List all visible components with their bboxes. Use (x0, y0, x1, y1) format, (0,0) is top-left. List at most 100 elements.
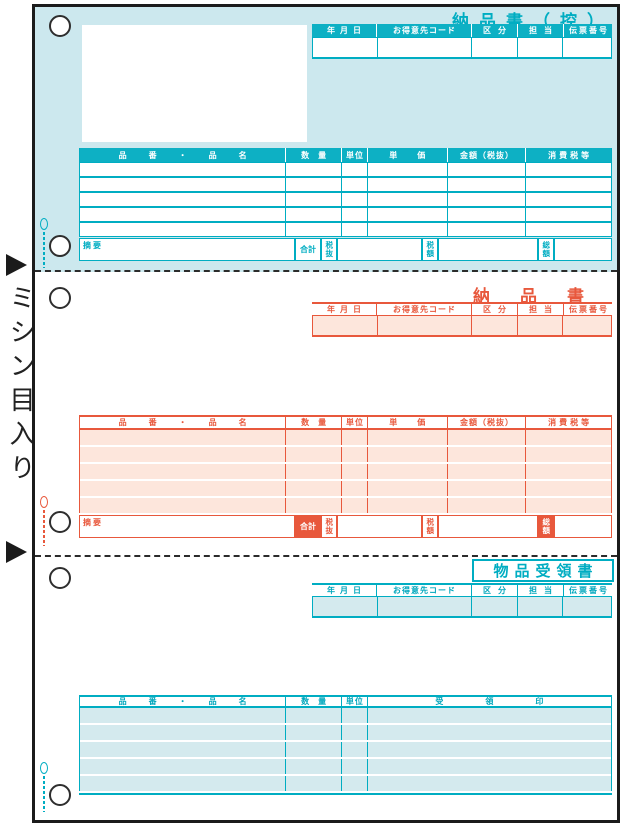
info-input-cell (517, 316, 564, 335)
item-row (80, 776, 611, 791)
table-bottom-rule (79, 793, 612, 795)
receipt-stamp-cell (368, 725, 611, 740)
item-cell (286, 481, 343, 496)
item-header-cell: 品番・品名 (80, 417, 287, 428)
info-input-cell (563, 316, 611, 335)
totals-row: 摘要 合計 税抜 税額 総額 (79, 238, 612, 261)
info-header-cell: お得意先コード (377, 304, 472, 315)
item-row (79, 177, 612, 192)
receipt-stamp-cell (368, 708, 611, 723)
item-cell (286, 447, 343, 462)
item-cell (526, 498, 611, 513)
punch-hole (49, 567, 71, 589)
tax-excluded-label: 税抜 (321, 238, 337, 261)
form-sheet: 納品書（控） 年月日 お得意先コード 区分 担当 伝票番号 (32, 4, 620, 823)
item-cell (368, 178, 448, 191)
item-table-header: 品番・品名 数量 単位 単価 金額（税抜） 消費税等 (79, 415, 612, 430)
tax-excluded-label: 税抜 (321, 515, 337, 538)
item-header-cell: 品番・品名 (80, 697, 287, 706)
info-header-cell: 区分 (472, 304, 518, 315)
item-row (80, 742, 611, 757)
item-cell (368, 223, 448, 236)
info-table: 年月日 お得意先コード 区分 担当 伝票番号 (312, 583, 612, 618)
item-cell (80, 208, 287, 221)
punch-hole (49, 15, 71, 37)
item-header-cell: 消費税等 (548, 418, 593, 427)
item-cell (80, 725, 287, 740)
receipt-stamp-cell (368, 759, 611, 774)
info-table: 年月日 お得意先コード 区分 担当 伝票番号 (312, 24, 612, 59)
item-cell (448, 193, 527, 206)
item-table: 品番・品名 数量 単位 受領印 (79, 695, 612, 795)
item-rows (79, 162, 612, 237)
info-table-row (312, 596, 612, 618)
grand-total-amount (554, 238, 612, 261)
info-input-cell (517, 38, 564, 57)
item-cell (342, 163, 368, 176)
item-cell (448, 464, 527, 479)
info-header-cell: 伝票番号 (569, 586, 609, 595)
item-table-header: 品番・品名 数量 単位 単価 金額（税抜） 消費税等 (79, 148, 612, 163)
item-cell (342, 742, 368, 757)
info-input-cell (377, 38, 472, 57)
item-header-cell: 数量 (286, 148, 343, 163)
item-cell (80, 742, 287, 757)
perforation-arrow-icon (6, 541, 27, 563)
remarks-label: 摘要 (83, 518, 103, 527)
hisago-brand-mark (39, 762, 49, 812)
hisago-brand-mark (39, 218, 49, 268)
item-cell (526, 208, 611, 221)
remarks-box: 摘要 (79, 238, 295, 261)
info-header-cell: 伝票番号 (569, 26, 609, 35)
item-cell (342, 481, 368, 496)
item-header-cell: 品番・品名 (80, 148, 287, 163)
item-cell (526, 481, 611, 496)
total-label: 合計 (295, 515, 321, 538)
info-table-row (312, 315, 612, 337)
info-input-cell (377, 597, 472, 616)
item-cell (286, 725, 343, 740)
totals-row: 摘要 合計 税抜 税額 総額 (79, 515, 612, 538)
item-cell (368, 498, 448, 513)
info-header-cell: 年月日 (312, 24, 377, 37)
item-cell (526, 223, 611, 236)
item-cell (286, 208, 343, 221)
item-cell (526, 178, 611, 191)
info-table: 年月日 お得意先コード 区分 担当 伝票番号 (312, 302, 612, 337)
item-row (79, 162, 612, 177)
item-cell (342, 708, 368, 723)
item-cell (342, 464, 368, 479)
item-cell (368, 464, 448, 479)
item-rows (79, 430, 612, 513)
item-cell (448, 498, 527, 513)
item-header-cell: 金額（税抜） (448, 417, 527, 428)
item-cell (342, 178, 368, 191)
item-cell (368, 430, 448, 445)
item-header-cell: 数量 (286, 697, 342, 706)
perforation-line (35, 270, 617, 272)
info-header-cell: お得意先コード (377, 585, 472, 596)
item-cell (342, 223, 368, 236)
item-cell (80, 498, 287, 513)
punch-hole (49, 287, 71, 309)
item-cell (368, 447, 448, 462)
item-cell (80, 163, 287, 176)
info-input-cell (313, 38, 378, 57)
item-cell (448, 430, 527, 445)
tax-excluded-amount (337, 515, 422, 538)
item-cell (342, 725, 368, 740)
item-row (80, 725, 611, 740)
item-header-cell: 数量 (286, 417, 343, 428)
perforation-side-note: ミシン目入り (5, 284, 35, 488)
item-table: 品番・品名 数量 単位 単価 金額（税抜） 消費税等 摘要 合計 (79, 148, 612, 261)
item-cell (342, 447, 368, 462)
section-delivery-copy: 納品書（控） 年月日 お得意先コード 区分 担当 伝票番号 (35, 7, 617, 272)
info-header-cell: 年月日 (312, 585, 377, 596)
item-header-cell: 消費税等 (548, 151, 593, 160)
item-cell (80, 464, 287, 479)
item-cell (286, 776, 343, 791)
item-cell (448, 208, 527, 221)
punch-hole (49, 235, 71, 257)
info-header-cell: 担当 (518, 585, 564, 596)
